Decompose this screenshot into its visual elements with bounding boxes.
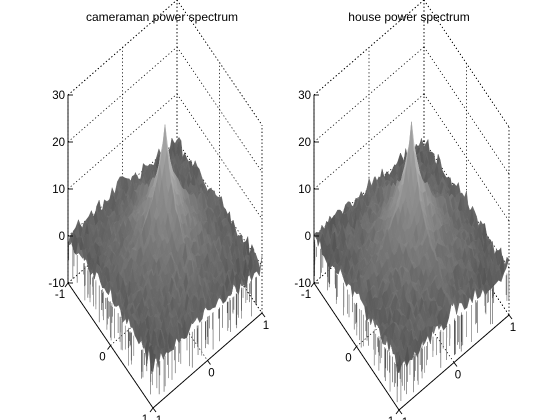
z-tick-label: 20 bbox=[298, 137, 311, 149]
z-tick-label: 30 bbox=[52, 90, 65, 102]
x-tick-label: -1 bbox=[55, 289, 65, 301]
surface-patch bbox=[396, 355, 402, 374]
x-tick-mark bbox=[64, 282, 69, 288]
z-tick-label: -10 bbox=[48, 278, 65, 290]
z-tick-label: 0 bbox=[59, 231, 65, 243]
y-tick-mark bbox=[261, 312, 266, 318]
grid-line bbox=[313, 0, 425, 96]
y-tick-mark bbox=[207, 360, 211, 365]
x-tick-label: 1 bbox=[388, 416, 394, 420]
x-tick-label: -1 bbox=[301, 289, 311, 301]
x-tick-mark bbox=[149, 407, 154, 413]
plot-title: cameraman power spectrum bbox=[86, 10, 238, 24]
surface-mesh bbox=[67, 124, 263, 395]
surface-mesh bbox=[313, 121, 510, 403]
z-tick-label: 20 bbox=[52, 137, 65, 149]
z-tick-label: 10 bbox=[298, 184, 311, 196]
x-tick-label: 1 bbox=[142, 414, 148, 420]
y-tick-mark bbox=[398, 409, 403, 415]
y-tick-mark bbox=[152, 407, 157, 413]
y-tick-label: 0 bbox=[208, 368, 214, 380]
y-tick-label: -1 bbox=[398, 417, 408, 420]
x-tick-mark bbox=[395, 409, 400, 415]
y-tick-label: 1 bbox=[263, 320, 269, 332]
z-tick-label: 0 bbox=[305, 231, 311, 243]
x-tick-label: 0 bbox=[345, 353, 351, 365]
y-tick-label: 0 bbox=[455, 370, 461, 382]
x-tick-mark bbox=[310, 282, 315, 288]
grid-line bbox=[67, 0, 178, 96]
z-tick-label: 30 bbox=[298, 90, 311, 102]
z-tick-label: 10 bbox=[52, 184, 65, 196]
x-tick-label: 0 bbox=[99, 352, 105, 364]
y-tick-mark bbox=[453, 362, 458, 367]
y-tick-mark bbox=[508, 314, 513, 320]
cameraman-surface-plot: cameraman power spectrum -100102030-101-… bbox=[48, 0, 269, 420]
x-tick-mark bbox=[353, 346, 357, 351]
y-tick-label: -1 bbox=[152, 415, 162, 420]
grid-line bbox=[423, 0, 510, 128]
y-tick-label: 1 bbox=[510, 322, 516, 334]
plot-title: house power spectrum bbox=[348, 10, 469, 24]
x-tick-mark bbox=[107, 345, 111, 350]
z-tick-label: -10 bbox=[294, 278, 311, 290]
